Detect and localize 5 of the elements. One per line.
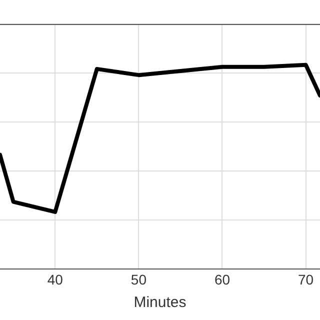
x-tick-label: 40: [47, 271, 64, 288]
x-tick-label: 50: [130, 271, 147, 288]
x-axis-title: Minutes: [134, 294, 186, 312]
x-tick-label: 70: [298, 271, 314, 288]
x-tick-label: 60: [214, 271, 230, 288]
